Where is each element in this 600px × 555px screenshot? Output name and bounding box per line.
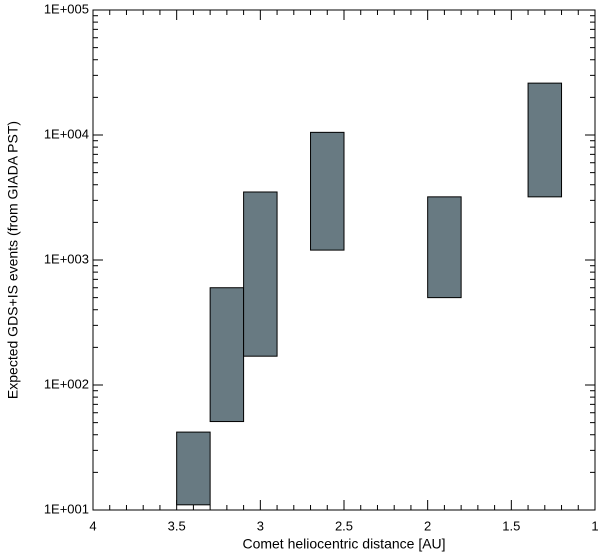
x-tick-label: 4 (89, 518, 96, 533)
x-axis-title: Comet heliocentric distance [AU] (242, 536, 445, 552)
x-tick-label: 3 (257, 518, 264, 533)
y-tick-label: 1E+004 (44, 126, 89, 141)
plot-frame (92, 9, 596, 511)
y-tick-label: 1E+002 (44, 376, 89, 391)
y-tick-label: 1E+003 (44, 251, 89, 266)
range-bar (527, 82, 563, 198)
x-tick-label: 1 (591, 518, 598, 533)
range-bar (243, 191, 278, 357)
range-bar (427, 196, 462, 299)
x-tick-label: 2.5 (335, 518, 353, 533)
x-tick-label: 3.5 (168, 518, 186, 533)
range-bar (209, 287, 245, 423)
x-tick-label: 1.5 (502, 518, 520, 533)
y-tick-label: 1E+005 (44, 1, 89, 16)
range-bar (310, 131, 345, 251)
x-tick-label: 2 (424, 518, 431, 533)
y-axis-title: Expected GDS+IS events (from GIADA PST) (5, 121, 21, 399)
y-tick-label: 1E+001 (44, 501, 89, 516)
range-bar (176, 431, 211, 506)
